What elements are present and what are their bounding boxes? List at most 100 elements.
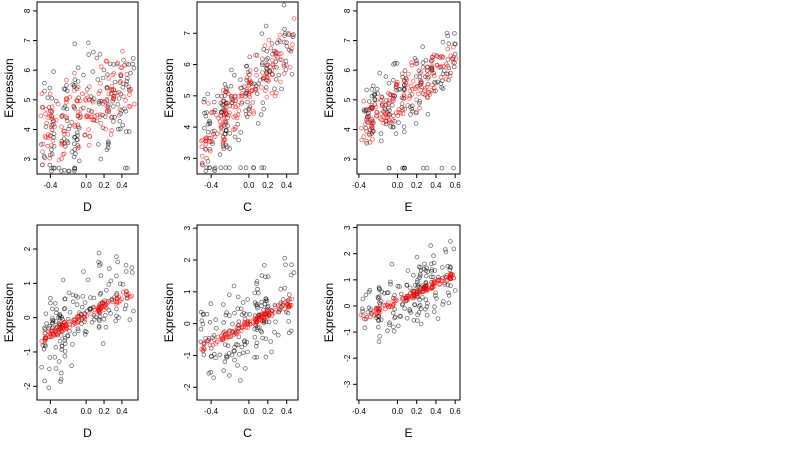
data-point	[215, 93, 220, 99]
data-point	[232, 357, 237, 363]
data-point	[205, 129, 211, 135]
data-point	[200, 321, 206, 327]
data-point	[114, 273, 119, 279]
data-point	[127, 317, 133, 322]
data-point	[364, 138, 369, 144]
data-point	[224, 354, 229, 360]
data-point	[378, 317, 384, 323]
data-point	[69, 149, 75, 155]
x-tick-label: 0.2	[98, 181, 110, 190]
data-point	[291, 16, 297, 21]
data-point	[220, 336, 226, 342]
y-tick-label: 0	[183, 321, 192, 326]
data-point	[48, 300, 53, 306]
data-point	[383, 74, 389, 79]
data-point	[53, 366, 59, 371]
data-point	[75, 315, 80, 320]
data-point	[75, 319, 80, 325]
data-point	[114, 306, 119, 312]
data-point	[258, 328, 264, 334]
data-point	[258, 112, 264, 117]
data-point	[404, 315, 410, 321]
data-point	[207, 118, 212, 124]
y-axis-title: Expression	[2, 283, 16, 342]
data-point	[104, 104, 110, 109]
data-point	[219, 93, 225, 99]
data-point	[420, 44, 425, 49]
data-point	[429, 267, 435, 272]
data-point	[408, 83, 414, 89]
data-point	[101, 67, 107, 73]
data-point	[236, 108, 242, 114]
data-point	[448, 239, 453, 244]
data-point	[229, 67, 234, 73]
data-point	[109, 114, 115, 120]
data-point	[408, 112, 413, 117]
data-point	[116, 96, 122, 101]
data-point	[226, 91, 231, 97]
data-point	[238, 77, 243, 82]
data-point	[224, 353, 229, 359]
data-point	[396, 107, 402, 112]
data-point	[48, 124, 54, 130]
data-point	[414, 97, 419, 103]
data-point	[445, 282, 451, 288]
data-point	[51, 165, 56, 171]
data-point	[231, 283, 237, 289]
data-point	[386, 81, 392, 86]
data-point	[374, 97, 380, 103]
data-point	[44, 107, 49, 112]
data-point	[254, 315, 260, 320]
data-point	[213, 341, 219, 346]
data-point	[379, 117, 384, 122]
data-point	[50, 316, 55, 321]
data-point	[266, 319, 272, 325]
y-tick-label: 0	[343, 303, 352, 308]
data-point	[124, 72, 130, 77]
data-point	[246, 92, 252, 98]
data-point	[358, 312, 364, 318]
x-tick-label: 0.4	[281, 181, 293, 190]
data-point	[75, 137, 80, 143]
x-tick-label: 0.2	[262, 181, 274, 190]
data-point	[201, 341, 207, 347]
data-point	[120, 282, 126, 287]
data-point	[231, 332, 237, 338]
data-point	[272, 329, 277, 335]
data-point	[392, 306, 397, 312]
data-point	[445, 57, 451, 62]
data-point	[413, 86, 418, 91]
data-point	[48, 152, 53, 158]
data-point	[397, 313, 403, 319]
data-point	[124, 289, 129, 295]
data-point	[407, 285, 413, 291]
data-point	[72, 88, 77, 93]
data-point	[276, 37, 282, 43]
data-point	[75, 326, 81, 332]
data-point	[115, 259, 120, 265]
data-point	[290, 42, 295, 47]
data-point	[49, 104, 55, 109]
data-point	[431, 260, 437, 266]
data-point	[86, 127, 91, 132]
data-point	[222, 359, 228, 365]
data-point	[363, 292, 369, 298]
data-point	[395, 283, 401, 289]
data-point	[444, 30, 450, 36]
x-tick-label: -0.4	[204, 407, 218, 416]
data-point	[79, 317, 85, 322]
data-point	[98, 261, 103, 266]
plot-frame	[196, 1, 299, 175]
data-point	[272, 86, 277, 91]
data-point	[66, 168, 72, 174]
y-tick-label: 1	[23, 281, 32, 286]
data-point	[401, 124, 407, 130]
data-point	[245, 99, 250, 105]
data-point	[416, 91, 421, 97]
data-point	[238, 328, 244, 334]
data-point	[74, 98, 80, 104]
data-point	[65, 333, 71, 339]
data-point	[402, 77, 408, 83]
x-tick-label: 0.0	[243, 407, 255, 416]
data-point	[110, 299, 115, 305]
